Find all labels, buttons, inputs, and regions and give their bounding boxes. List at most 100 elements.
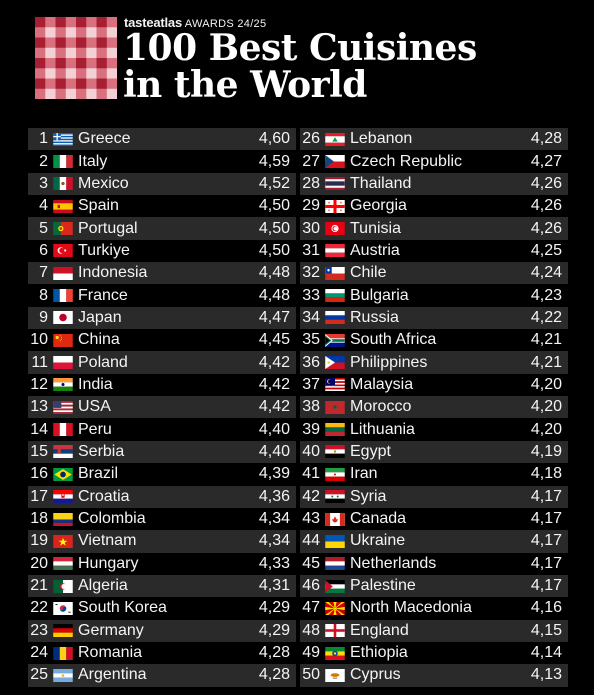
ranking-row: 24 Romania 4,28 — [28, 642, 296, 664]
rating-score: 4,18 — [530, 465, 562, 483]
ranking-row: 31 Austria 4,25 — [300, 240, 568, 262]
ranking-row: 16 Brazil 4,39 — [28, 463, 296, 485]
ranking-row: 45 Netherlands 4,17 — [300, 553, 568, 575]
ranking-row: 25 Argentina 4,28 — [28, 664, 296, 687]
rank-number: 25 — [30, 666, 48, 684]
country-name: Vietnam — [78, 532, 137, 550]
rating-score: 4,20 — [530, 375, 562, 393]
ranking-row: 38 Morocco 4,20 — [300, 396, 568, 419]
ranking-row: 8 France 4,48 — [28, 284, 296, 306]
brand-line: tasteatlas AWARDS 24/25 — [124, 15, 266, 30]
rating-score: 4,48 — [258, 286, 290, 304]
flag-mexico-icon — [53, 177, 73, 191]
flag-south-africa-icon — [325, 333, 345, 347]
country-name: Argentina — [78, 666, 147, 684]
flag-austria-icon — [325, 244, 345, 258]
flag-algeria-icon — [53, 579, 73, 593]
ranking-row: 23 Germany 4,29 — [28, 619, 296, 642]
rating-score: 4,17 — [530, 554, 562, 572]
flag-hungary-icon — [53, 557, 73, 571]
country-name: Indonesia — [78, 264, 148, 282]
ranking-row: 32 Chile 4,24 — [300, 262, 568, 285]
rating-score: 4,26 — [530, 174, 562, 192]
rank-number: 14 — [30, 420, 48, 438]
rank-number: 17 — [30, 487, 48, 505]
rating-score: 4,31 — [258, 577, 290, 595]
flag-indonesia-icon — [53, 266, 73, 280]
rank-number: 27 — [302, 152, 320, 170]
country-name: Egypt — [350, 442, 391, 460]
ranking-row: 10 China 4,45 — [28, 329, 296, 351]
country-name: Hungary — [78, 554, 139, 572]
rank-number: 48 — [302, 621, 320, 639]
ranking-row: 47 North Macedonia 4,16 — [300, 597, 568, 619]
country-name: Cyprus — [350, 666, 401, 684]
rank-number: 33 — [302, 286, 320, 304]
rank-number: 24 — [30, 644, 48, 662]
rank-number: 29 — [302, 197, 320, 215]
flag-romania-icon — [53, 646, 73, 660]
country-name: Czech Republic — [350, 152, 463, 170]
ranking-row: 49 Ethiopia 4,14 — [300, 642, 568, 664]
rating-score: 4,28 — [258, 644, 290, 662]
flag-tunisia-icon — [325, 222, 345, 236]
flag-ethiopia-icon — [325, 646, 345, 660]
country-name: Turkiye — [78, 241, 130, 259]
rank-number: 46 — [302, 577, 320, 595]
ranking-row: 37 Malaysia 4,20 — [300, 374, 568, 396]
country-name: England — [350, 621, 409, 639]
ranking-row: 29 Georgia 4,26 — [300, 195, 568, 217]
rank-number: 5 — [39, 219, 48, 237]
ranking-row: 26 Lebanon 4,28 — [300, 128, 568, 151]
country-name: Lebanon — [350, 130, 413, 148]
ranking-row: 27 Czech Republic 4,27 — [300, 150, 568, 172]
country-name: Netherlands — [350, 554, 437, 572]
ranking-row: 46 Palestine 4,17 — [300, 574, 568, 598]
country-name: Georgia — [350, 197, 407, 215]
ranking-row: 17 Croatia 4,36 — [28, 485, 296, 508]
rating-score: 4,60 — [258, 130, 290, 148]
rating-score: 4,14 — [530, 644, 562, 662]
flag-vietnam-icon — [53, 534, 73, 548]
country-name: USA — [78, 398, 111, 416]
flag-chile-icon — [325, 266, 345, 280]
country-name: Austria — [350, 241, 400, 259]
country-name: Poland — [78, 353, 128, 371]
rank-number: 37 — [302, 375, 320, 393]
rank-number: 40 — [302, 442, 320, 460]
rating-score: 4,15 — [530, 621, 562, 639]
ranking-row: 30 Tunisia 4,26 — [300, 217, 568, 240]
rank-number: 50 — [302, 666, 320, 684]
rating-score: 4,50 — [258, 241, 290, 259]
rank-number: 30 — [302, 219, 320, 237]
rating-score: 4,47 — [258, 308, 290, 326]
flag-philippines-icon — [325, 356, 345, 370]
flag-spain-icon — [53, 199, 73, 213]
rank-number: 12 — [30, 375, 48, 393]
country-name: North Macedonia — [350, 599, 472, 617]
country-name: Colombia — [78, 510, 146, 528]
country-name: Serbia — [78, 442, 125, 460]
rank-number: 32 — [302, 264, 320, 282]
rating-score: 4,25 — [530, 241, 562, 259]
rating-score: 4,34 — [258, 510, 290, 528]
rating-score: 4,34 — [258, 532, 290, 550]
rating-score: 4,28 — [530, 130, 562, 148]
flag-india-icon — [53, 378, 73, 392]
ranking-row: 13 USA 4,42 — [28, 396, 296, 419]
rank-number: 36 — [302, 353, 320, 371]
rating-score: 4,40 — [258, 442, 290, 460]
rank-number: 18 — [30, 510, 48, 528]
flag-malaysia-icon — [325, 378, 345, 392]
rank-number: 1 — [39, 130, 48, 148]
ranking-row: 7 Indonesia 4,48 — [28, 262, 296, 285]
ranking-row: 14 Peru 4,40 — [28, 418, 296, 440]
rank-number: 42 — [302, 487, 320, 505]
rating-score: 4,16 — [530, 599, 562, 617]
rating-score: 4,50 — [258, 197, 290, 215]
flag-france-icon — [53, 289, 73, 303]
country-name: Mexico — [78, 174, 129, 192]
rating-score: 4,42 — [258, 353, 290, 371]
flag-greece-icon — [53, 132, 73, 146]
ranking-row: 11 Poland 4,42 — [28, 351, 296, 374]
